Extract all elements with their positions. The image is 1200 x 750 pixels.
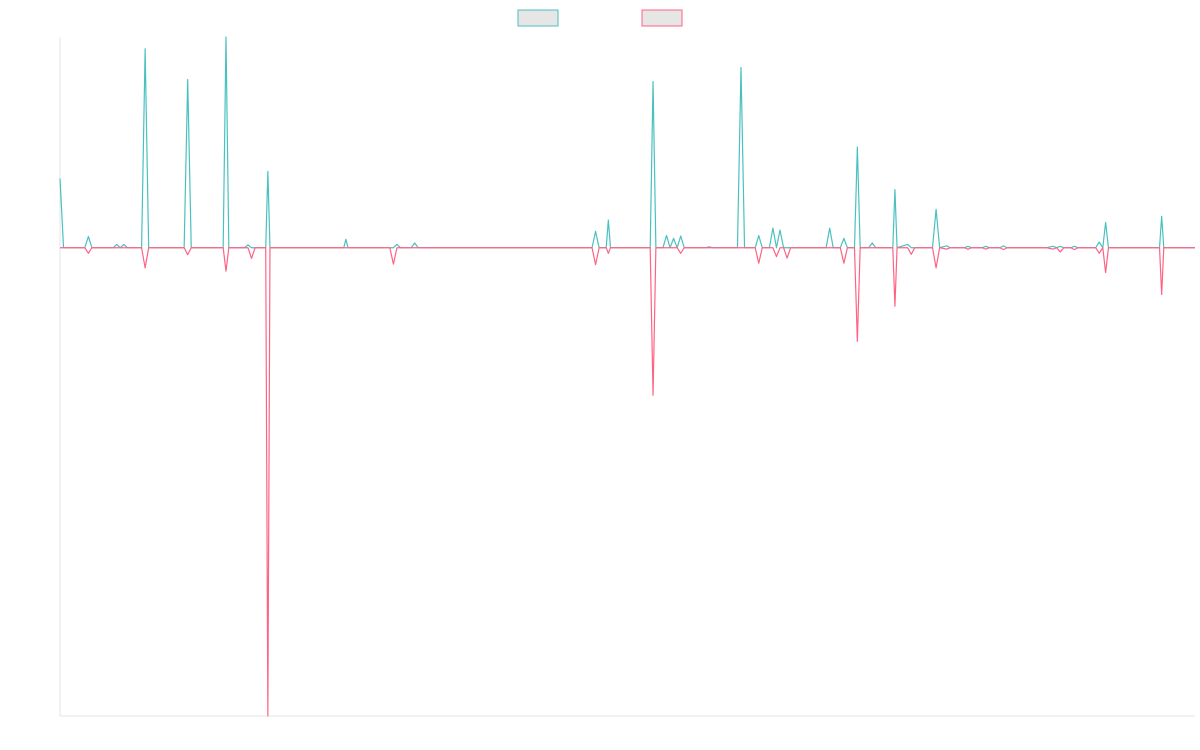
axes [59,37,1195,717]
series-line-2 [60,247,1195,717]
legend-swatch-2[interactable] [641,9,683,27]
legend [517,9,683,27]
series-line-1 [59,36,1195,249]
legend-swatch-1[interactable] [517,9,559,27]
series-layer [59,36,1195,717]
